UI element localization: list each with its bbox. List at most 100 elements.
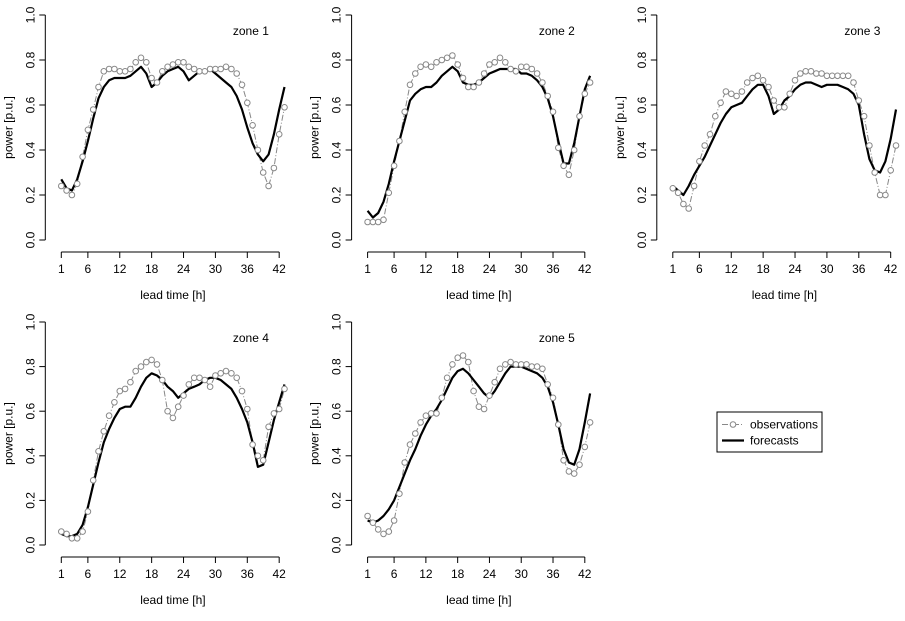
x-tick-label: 36	[241, 262, 255, 276]
y-tick-label: 0.8	[330, 358, 344, 375]
observation-point	[544, 92, 552, 100]
observation-point	[701, 142, 709, 149]
observation-point	[212, 372, 219, 379]
y-tick-label: 0.0	[635, 231, 649, 248]
panel-zone-3: 1 6 12 18 24 30 36 42 0.0 0.2 0.4 0.6 0.8 1.0 lead tim…	[613, 6, 900, 302]
x-tick-label: 18	[145, 567, 159, 581]
panel-zone-2: 1 6 12 18 24 30 36 42 0.0 0.2 0.4 0.6 0.8 1.0 lead tim…	[308, 6, 594, 302]
observation-point	[443, 54, 451, 62]
observation-point	[502, 59, 509, 66]
observation-point	[427, 63, 435, 71]
observation-point	[491, 59, 499, 66]
panel-title: zone 1	[233, 24, 269, 38]
panel-title: zone 5	[539, 331, 575, 345]
y-tick-label: 1.0	[330, 6, 344, 23]
y-axis-title: power [p.u.]	[308, 96, 322, 159]
observation-point	[775, 104, 783, 111]
observation-point	[95, 448, 102, 455]
observation-point	[159, 68, 166, 75]
observation-point	[507, 65, 514, 73]
observation-point	[233, 374, 240, 382]
x-axis-title: lead time [h]	[140, 593, 205, 607]
x-tick-label: 1	[58, 567, 65, 581]
observation-point	[244, 99, 251, 107]
observation-point	[855, 97, 863, 104]
observation-point	[169, 414, 177, 422]
observation-point	[100, 68, 108, 75]
y-tick-label: 1.0	[23, 313, 37, 330]
observation-point	[781, 104, 788, 111]
legend-label-forecasts: forecasts	[750, 434, 799, 448]
legend-label-observations: observations	[750, 418, 818, 432]
observation-point	[791, 77, 799, 84]
observation-point	[581, 90, 589, 98]
observation-point	[586, 419, 594, 426]
x-tick-label: 6	[391, 262, 398, 276]
y-tick-label: 0.4	[23, 447, 37, 464]
observation-point	[887, 167, 895, 174]
observation-point	[259, 457, 267, 464]
observation-point	[132, 59, 139, 66]
x-tick-label: 36	[546, 567, 560, 581]
observation-point	[465, 83, 472, 91]
observation-point	[565, 171, 573, 179]
legend-box	[716, 411, 823, 453]
observation-point	[850, 79, 857, 86]
observation-point	[58, 528, 65, 535]
observation-point	[839, 72, 847, 80]
y-axis-title: power [p.u.]	[1, 96, 15, 159]
observation-point	[222, 367, 230, 375]
x-tick-label: 12	[113, 262, 127, 276]
observation-point	[465, 358, 472, 366]
observation-point	[265, 423, 272, 431]
observation-point	[823, 72, 831, 80]
observation-point	[882, 191, 889, 199]
x-tick-label: 18	[145, 262, 159, 276]
observation-point	[480, 405, 488, 413]
observation-point	[690, 182, 698, 190]
observation-point	[100, 428, 108, 435]
observation-point	[892, 142, 900, 149]
observation-point	[438, 56, 446, 64]
observation-point	[433, 59, 440, 66]
observation-point	[717, 99, 724, 107]
observation-point	[438, 394, 446, 402]
y-tick-label: 0.2	[330, 492, 344, 509]
observation-point	[533, 363, 541, 370]
observation-point	[369, 519, 377, 527]
observation-point	[275, 405, 283, 413]
observation-point	[374, 218, 382, 226]
observation-point	[517, 361, 525, 368]
observation-point	[79, 153, 86, 161]
observation-point	[116, 387, 124, 395]
observation-point	[459, 352, 467, 359]
observation-point	[84, 126, 92, 134]
observation-point	[249, 122, 256, 129]
x-tick-label: 42	[578, 262, 592, 276]
observation-point	[396, 490, 403, 498]
observation-point	[576, 461, 583, 469]
observation-point	[470, 387, 477, 395]
y-tick-label: 0.2	[23, 492, 37, 509]
observation-point	[576, 112, 583, 120]
observation-point	[254, 452, 262, 460]
observation-point	[876, 191, 884, 199]
x-tick-label: 18	[451, 262, 465, 276]
observation-point	[844, 72, 852, 80]
observation-point	[143, 59, 150, 66]
x-tick-label: 12	[419, 262, 433, 276]
observation-point	[517, 63, 525, 71]
observation-point	[185, 63, 193, 71]
observation-point	[443, 374, 451, 382]
observation-point	[174, 59, 182, 66]
observation-point	[565, 468, 573, 475]
observation-point	[412, 70, 419, 77]
observation-point	[121, 68, 129, 75]
observation-point	[270, 164, 278, 172]
observation-point	[73, 180, 81, 188]
x-axis-title: lead time [h]	[752, 288, 817, 302]
y-tick-label: 0.2	[23, 186, 37, 203]
observation-point	[116, 68, 124, 75]
y-tick-label: 0.4	[330, 447, 344, 464]
observation-point	[196, 374, 203, 382]
